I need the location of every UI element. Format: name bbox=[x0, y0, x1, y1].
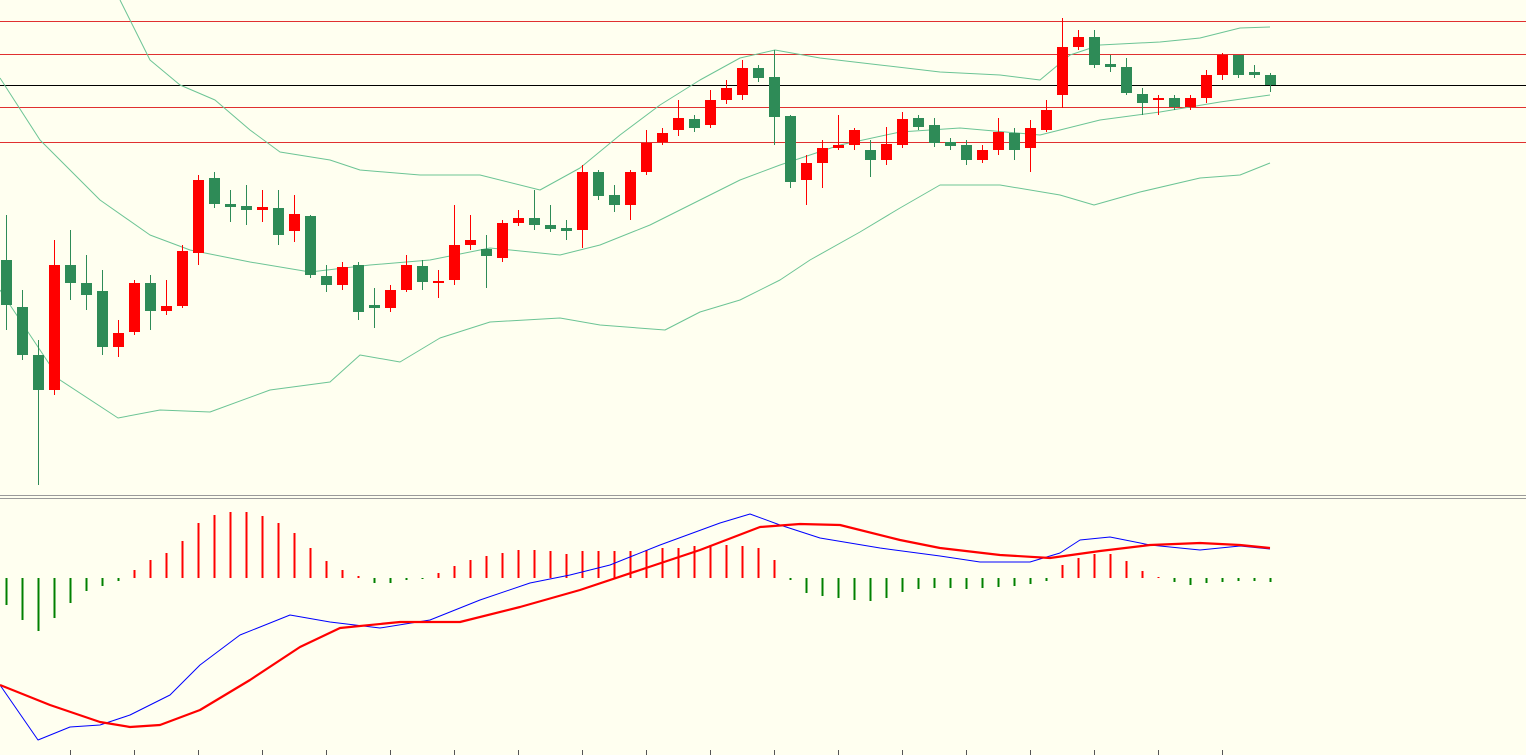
candle-body bbox=[785, 116, 796, 182]
candle-body bbox=[321, 276, 332, 285]
candle-body bbox=[1073, 37, 1084, 47]
candle-body bbox=[1249, 72, 1260, 75]
candle-body bbox=[65, 265, 76, 283]
candle-body bbox=[609, 195, 620, 205]
candle-body bbox=[529, 218, 540, 225]
bollinger-band bbox=[0, 162, 1271, 419]
macd-panel bbox=[0, 512, 1272, 741]
candle-body bbox=[17, 307, 28, 355]
candle-body bbox=[945, 142, 956, 146]
candle-body bbox=[513, 218, 524, 223]
candle-body bbox=[577, 172, 588, 230]
candle-body bbox=[337, 267, 348, 285]
candle-body bbox=[1265, 75, 1276, 85]
candle-body bbox=[225, 204, 236, 207]
candle-body bbox=[1089, 37, 1100, 65]
candle-body bbox=[1169, 98, 1180, 107]
candle-body bbox=[193, 180, 204, 253]
candle-body bbox=[33, 355, 44, 390]
candle-body bbox=[929, 125, 940, 143]
candle-body bbox=[1009, 133, 1020, 150]
candle-body bbox=[305, 216, 316, 275]
candle-body bbox=[81, 283, 92, 295]
candle-body bbox=[1201, 75, 1212, 98]
candle-body bbox=[1137, 94, 1148, 103]
candle-body bbox=[1233, 55, 1244, 75]
candle-body bbox=[641, 143, 652, 172]
candle-body bbox=[833, 145, 844, 148]
candle-body bbox=[129, 283, 140, 332]
candle-body bbox=[705, 100, 716, 125]
candle-body bbox=[177, 251, 188, 306]
candle-body bbox=[881, 144, 892, 160]
candle-body bbox=[433, 281, 444, 283]
candle-body bbox=[545, 225, 556, 229]
macd-line bbox=[0, 513, 1271, 741]
candle-body bbox=[1025, 128, 1036, 148]
candle-body bbox=[913, 118, 924, 127]
candle-body bbox=[1185, 98, 1196, 107]
candle-body bbox=[49, 265, 60, 390]
candle-body bbox=[1217, 55, 1228, 75]
candle-body bbox=[257, 207, 268, 210]
candle-body bbox=[1121, 67, 1132, 93]
candle-body bbox=[401, 265, 412, 290]
candle-body bbox=[497, 223, 508, 258]
candle-body bbox=[1105, 64, 1116, 67]
bollinger-band bbox=[119, 0, 1271, 191]
candle-body bbox=[289, 214, 300, 231]
candle-body bbox=[161, 306, 172, 311]
candle-body bbox=[993, 132, 1004, 150]
candle-body bbox=[481, 249, 492, 256]
candle-body bbox=[977, 150, 988, 160]
candle-body bbox=[1057, 47, 1068, 95]
candle-body bbox=[209, 178, 220, 204]
candle-body bbox=[769, 77, 780, 117]
candle-body bbox=[145, 283, 156, 311]
candle-body bbox=[369, 305, 380, 308]
candle-body bbox=[449, 245, 460, 280]
candle-body bbox=[961, 145, 972, 160]
candle-body bbox=[657, 133, 668, 142]
candle-body bbox=[753, 68, 764, 78]
candle-body bbox=[801, 163, 812, 180]
candle-body bbox=[865, 150, 876, 160]
price-panel bbox=[0, 0, 1526, 485]
candle-body bbox=[1153, 98, 1164, 100]
candle-body bbox=[561, 228, 572, 231]
candle-body bbox=[673, 118, 684, 130]
candle-body bbox=[689, 119, 700, 128]
candle-body bbox=[849, 130, 860, 145]
candle-body bbox=[817, 148, 828, 163]
candle-body bbox=[1, 260, 12, 305]
candle-body bbox=[721, 88, 732, 100]
bollinger-band bbox=[0, 77, 1271, 273]
candle-body bbox=[241, 206, 252, 210]
macd-line bbox=[0, 522, 1271, 729]
candle-body bbox=[113, 333, 124, 347]
candle-body bbox=[593, 172, 604, 196]
candle-body bbox=[353, 265, 364, 312]
candle-body bbox=[385, 290, 396, 308]
candle-body bbox=[625, 172, 636, 205]
candle-body bbox=[465, 240, 476, 245]
candle-body bbox=[1041, 110, 1052, 130]
candle-body bbox=[97, 291, 108, 347]
candle-body bbox=[273, 208, 284, 235]
candle-body bbox=[897, 119, 908, 145]
candle-body bbox=[417, 266, 428, 282]
candle-body bbox=[737, 68, 748, 95]
